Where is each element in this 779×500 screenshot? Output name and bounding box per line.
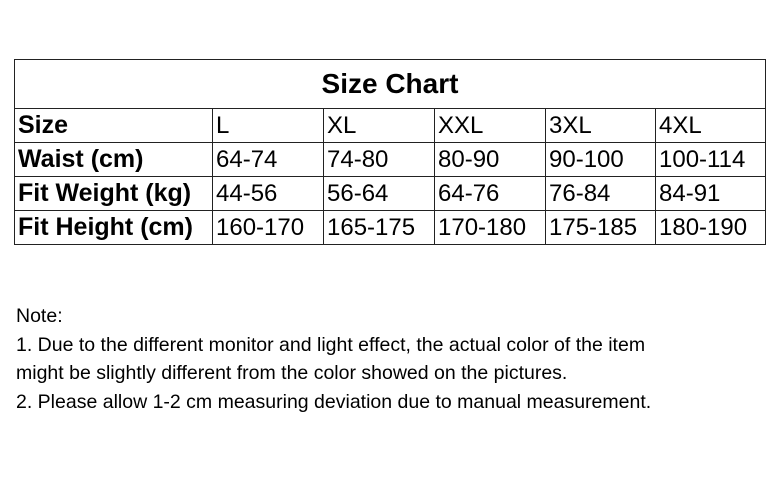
table-row: Fit Height (cm) 160-170 165-175 170-180 175-… xyxy=(14,210,766,245)
table-cell: XL xyxy=(323,108,435,143)
table-title: Size Chart xyxy=(14,59,766,109)
table-cell: 180-190 xyxy=(655,210,766,245)
note: Note: 1. Due to the different monitor an… xyxy=(16,302,651,416)
table-cell: 84-91 xyxy=(655,176,766,211)
table-row: Waist (cm) 64-74 74-80 80-90 90-100 100-114 xyxy=(14,142,766,177)
table-cell: 44-56 xyxy=(212,176,324,211)
table-cell: 100-114 xyxy=(655,142,766,177)
note-line: 1. Due to the different monitor and ligh… xyxy=(16,333,646,356)
table-cell: 56-64 xyxy=(323,176,435,211)
table-cell: 165-175 xyxy=(323,210,435,245)
table-cell: 3XL xyxy=(545,108,656,143)
table-row: Size L XL XXL 3XL 4XL xyxy=(14,108,766,143)
note-heading: Note: xyxy=(16,305,63,327)
row-label: Waist (cm) xyxy=(14,142,213,177)
table-cell: 175-185 xyxy=(545,210,656,245)
table-cell: 80-90 xyxy=(434,142,546,177)
size-chart-table: Size Chart Size L XL XXL 3XL 4XL Waist (cm) 64-… xyxy=(14,59,766,245)
note-line: might be slightly different from the col… xyxy=(16,362,568,384)
table-cell: 90-100 xyxy=(545,142,656,177)
row-label: Fit Height (cm) xyxy=(14,210,213,245)
row-label: Fit Weight (kg) xyxy=(14,176,213,211)
table-cell: 76-84 xyxy=(545,176,656,211)
note-line: 2. Please allow 1-2 cm measuring deviati… xyxy=(16,390,652,413)
table-cell: 74-80 xyxy=(323,142,435,177)
table-cell: 64-74 xyxy=(212,142,324,177)
table-cell: 64-76 xyxy=(434,176,546,211)
table-cell: 160-170 xyxy=(212,210,324,245)
table-cell: 4XL xyxy=(655,108,766,143)
table-row: Fit Weight (kg) 44-56 56-64 64-76 76-84 84-91 xyxy=(14,176,766,211)
table-cell: 170-180 xyxy=(434,210,546,245)
row-label: Size xyxy=(14,108,213,143)
table-cell: L xyxy=(212,108,324,143)
table-cell: XXL xyxy=(434,108,546,143)
